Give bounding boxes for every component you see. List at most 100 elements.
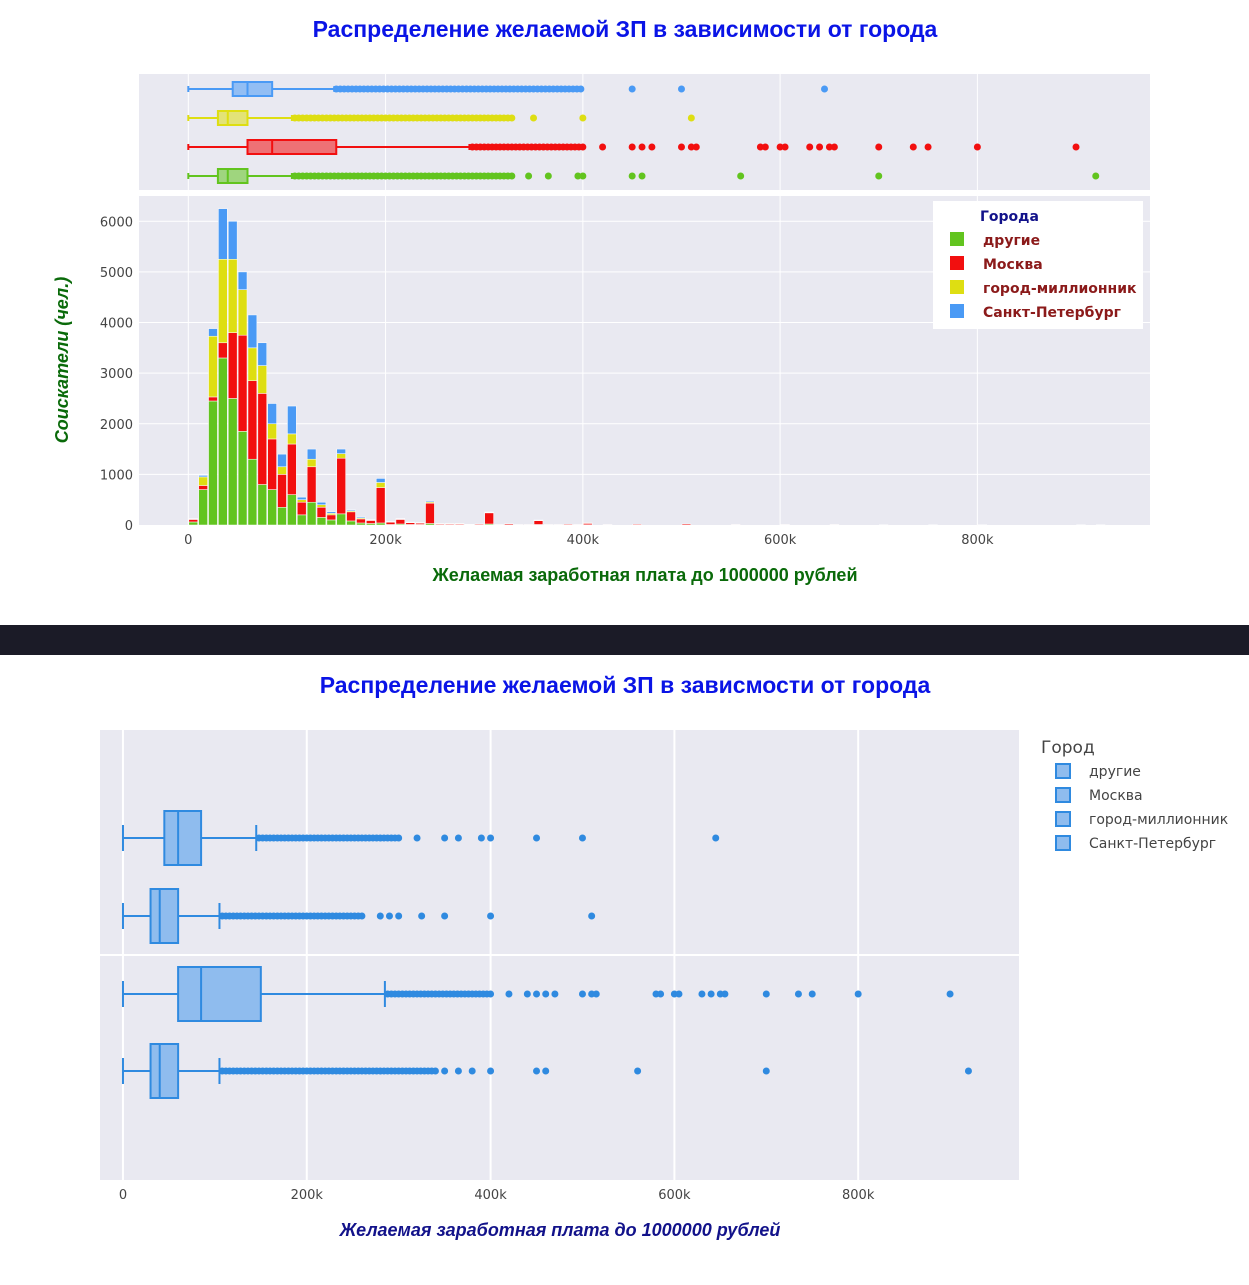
marginal-outlier: [821, 85, 829, 93]
histogram-bar: [425, 500, 435, 503]
marginal-box-body: [216, 110, 249, 126]
legend-swatch-spb: [950, 304, 964, 318]
legend-label-drugie: другие: [1089, 764, 1141, 780]
histogram-bar: [198, 476, 208, 486]
histogram-bar: [188, 519, 198, 523]
histogram-bar: [415, 522, 425, 524]
histogram-bar: [366, 520, 376, 524]
legend-item-spb[interactable]: Санкт-Петербург: [950, 304, 1121, 321]
histogram-bar: [484, 512, 494, 525]
legend-title: Города: [980, 209, 1039, 225]
histogram-bar: [514, 524, 524, 526]
marginal-outlier: [677, 143, 685, 151]
histogram-bar: [336, 457, 346, 515]
marginal-outlier: [508, 172, 516, 180]
histogram-bar: [257, 484, 267, 526]
histogram-bar: [247, 347, 258, 381]
box-trace: [121, 1043, 972, 1099]
y-tick-label: 5000: [100, 266, 133, 281]
outlier-point: [358, 912, 366, 920]
outlier-point: [794, 990, 802, 998]
histogram-bar: [218, 342, 228, 359]
legend-item-million[interactable]: город-миллионник: [950, 280, 1137, 297]
histogram-bar: [316, 507, 327, 518]
legend-item-drugie[interactable]: другие: [1055, 763, 1141, 780]
histogram-bar: [257, 393, 267, 485]
histogram-bar: [464, 523, 475, 525]
histogram-bar: [405, 521, 415, 523]
outlier-point: [964, 1067, 972, 1075]
outlier-point: [533, 990, 541, 998]
outlier-point: [588, 912, 596, 920]
histogram-bar: [632, 523, 642, 526]
histogram-bar: [267, 403, 277, 425]
legend-label-moskva: Москва: [983, 257, 1043, 273]
histogram-bar: [484, 511, 494, 513]
y-tick-label: 4000: [100, 317, 133, 332]
histogram-bar: [237, 289, 248, 336]
legend-item-spb[interactable]: Санкт-Петербург: [1055, 835, 1216, 852]
marginal-outlier: [628, 85, 636, 93]
histogram-bar: [267, 423, 277, 440]
histogram-bar: [306, 448, 317, 460]
histogram-bar: [277, 466, 287, 475]
histogram-bar: [277, 474, 287, 508]
marginal-outlier: [577, 85, 585, 93]
marginal-box-body: [231, 81, 274, 97]
legend-label-million: город-миллионник: [983, 281, 1137, 297]
x-tick-label: 0: [119, 1188, 127, 1203]
y-tick-label: 0: [125, 519, 133, 534]
marginal-outlier: [924, 143, 932, 151]
box-trace: [121, 888, 596, 944]
histogram-bar: [583, 522, 593, 524]
histogram-bar: [366, 519, 376, 521]
outlier-point: [487, 912, 495, 920]
marginal-outlier: [648, 143, 656, 151]
outlier-point: [468, 1067, 476, 1075]
legend-item-drugie[interactable]: другие: [950, 232, 1040, 249]
histogram-bar: [218, 259, 228, 344]
histogram-bar: [346, 509, 356, 512]
legend-swatch-million: [950, 280, 964, 294]
boxplot-chart: Распределение желаемой ЗП в зависмости о…: [100, 672, 1228, 1240]
histogram-bar: [543, 524, 554, 526]
outlier-point: [441, 912, 449, 920]
histogram-bar: [198, 475, 208, 478]
outlier-point: [441, 1067, 449, 1075]
marginal-outlier: [737, 172, 745, 180]
histogram-bar: [356, 518, 366, 524]
marginal-outlier: [692, 143, 700, 151]
histogram-bar: [829, 524, 840, 526]
chart-title: Распределение желаемой ЗП в зависимости …: [313, 16, 938, 42]
outlier-point: [487, 1067, 495, 1075]
x-tick-label: 600k: [764, 533, 797, 548]
x-tick-label: 600k: [658, 1188, 691, 1203]
box-body: [149, 1043, 180, 1099]
legend-swatch-moskva: [950, 256, 964, 270]
outlier-point: [413, 834, 421, 842]
legend-swatch-million: [1055, 811, 1071, 827]
histogram-bar: [237, 271, 248, 290]
histogram-bar: [504, 523, 514, 525]
outlier-point: [721, 990, 729, 998]
outlier-point: [505, 990, 513, 998]
chart-title: Распределение желаемой ЗП в зависмости о…: [320, 672, 931, 698]
x-tick-label: 400k: [474, 1188, 507, 1203]
x-tick-label: 200k: [291, 1188, 324, 1203]
legend-item-moskva[interactable]: Москва: [950, 256, 1043, 273]
legend-label-million: город-миллионник: [1089, 812, 1228, 828]
outlier-point: [376, 912, 384, 920]
legend-item-moskva[interactable]: Москва: [1055, 787, 1143, 804]
histogram-bar: [602, 524, 613, 526]
marginal-box-body: [216, 168, 249, 184]
y-axis-label-main: Соискатели: [52, 326, 72, 444]
marginal-outlier: [825, 143, 833, 151]
outlier-point: [551, 990, 559, 998]
marginal-outlier: [687, 143, 695, 151]
histogram-bar: [257, 342, 267, 366]
histogram-bar: [731, 524, 741, 526]
marginal-outlier: [579, 172, 587, 180]
marginal-outlier: [677, 85, 685, 93]
legend-item-million[interactable]: город-миллионник: [1055, 811, 1228, 828]
marginal-box: [187, 139, 1080, 155]
